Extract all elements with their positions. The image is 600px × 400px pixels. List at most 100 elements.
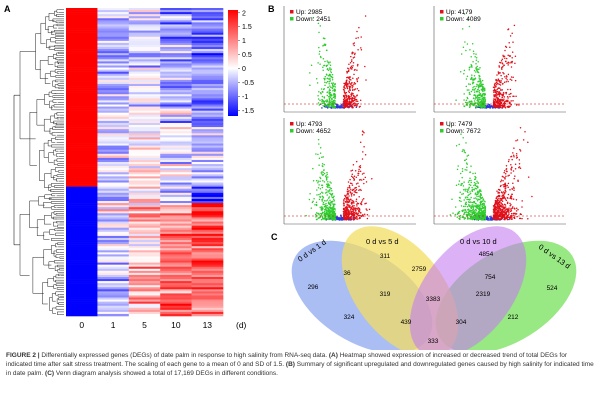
heatmap-cell	[66, 57, 98, 60]
volcano-point-up	[344, 208, 346, 210]
volcano-point-ns	[485, 218, 488, 220]
heatmap-cell	[128, 30, 161, 33]
heatmap-cell	[66, 69, 98, 72]
volcano-point-up	[495, 100, 497, 102]
volcano-point-up	[354, 216, 357, 219]
heatmap-cell	[191, 102, 224, 105]
volcano-point-up	[347, 95, 350, 97]
volcano-point-down	[321, 170, 323, 173]
colorbar-ticks: 21.510.50-0.5-1-1.5	[238, 10, 254, 115]
heatmap-cell	[97, 182, 130, 185]
volcano-point-down	[461, 28, 464, 30]
volcano-point-down	[479, 205, 481, 208]
volcano-point-down	[316, 189, 318, 191]
heatmap-cell	[66, 26, 98, 29]
heatmap-cell	[66, 44, 98, 48]
volcano-point-down	[472, 188, 474, 191]
volcano-point-up	[504, 217, 506, 220]
volcano-point-up	[495, 90, 497, 92]
heatmap-cell	[191, 131, 224, 134]
volcano-point-up	[352, 218, 355, 221]
volcano-point-up	[516, 215, 518, 218]
volcano-point-up	[515, 139, 517, 142]
heatmap-cell	[66, 14, 98, 17]
heatmap-cell	[160, 44, 192, 48]
heatmap-cell	[97, 34, 130, 38]
volcano-point-down	[466, 188, 468, 191]
volcano-point-up	[504, 60, 507, 63]
volcano-point-down	[467, 154, 470, 157]
heatmap-cell	[128, 116, 161, 120]
volcano-point-down	[477, 86, 480, 89]
heatmap-cell	[160, 297, 192, 300]
volcano-point-up	[507, 88, 509, 91]
volcano-point-down	[474, 78, 476, 80]
heatmap-cell	[191, 166, 224, 169]
heatmap-cell	[160, 131, 192, 134]
heatmap-cell	[66, 116, 98, 120]
volcano-point-up	[511, 51, 514, 53]
volcano-point-up	[513, 177, 515, 180]
heatmap-cell	[160, 219, 192, 222]
heatmap-cell	[97, 139, 130, 142]
volcano-point-up	[521, 200, 523, 202]
volcano-point-down	[468, 102, 470, 104]
volcano-point-down	[318, 216, 321, 219]
volcano-point-up	[346, 190, 349, 192]
heatmap-cell	[97, 256, 130, 259]
heatmap-cell	[97, 240, 130, 243]
volcano-point-down	[478, 94, 481, 96]
heatmap-cell	[97, 176, 130, 179]
volcano-point-up	[351, 59, 353, 61]
volcano-point-down	[468, 25, 471, 28]
volcano-point-up	[518, 166, 520, 169]
heatmap-cell	[191, 122, 224, 126]
volcano-point-up	[347, 192, 349, 195]
volcano-point-down	[466, 205, 469, 208]
heatmap-cell	[191, 26, 224, 29]
volcano-point-up	[506, 170, 508, 173]
volcano-point-down	[477, 99, 480, 101]
volcano-point-down	[465, 162, 468, 164]
heatmap-cell	[160, 120, 192, 124]
heatmap-cell	[66, 180, 98, 183]
heatmap-x-tick: 5	[142, 320, 147, 330]
volcano-point-down	[328, 186, 330, 189]
heatmap-cell	[191, 174, 224, 177]
volcano-point-up	[351, 182, 353, 185]
volcano-point-up	[503, 55, 506, 58]
volcano-point-down	[470, 55, 472, 58]
volcano-point-up	[509, 55, 511, 58]
heatmap-cell	[160, 139, 192, 142]
volcano-point-down	[481, 85, 484, 88]
volcano-point-down	[320, 172, 322, 174]
volcano-point-up	[496, 210, 499, 212]
heatmap-cell	[191, 90, 224, 93]
heatmap-cell	[160, 196, 192, 200]
heatmap-cell	[97, 166, 130, 169]
volcano-point-down	[482, 98, 485, 100]
volcano-point-down	[325, 177, 328, 180]
volcano-point-down	[470, 206, 473, 208]
volcano-point-up	[522, 139, 525, 141]
heatmap-cell	[191, 145, 224, 148]
colorbar-tick-label: 0.5	[242, 52, 252, 59]
volcano-point-down	[334, 83, 337, 85]
heatmap-cell	[66, 309, 98, 313]
heatmap-cell	[66, 293, 98, 296]
heatmap-cell	[191, 159, 224, 163]
heatmap-cell	[66, 67, 98, 70]
volcano-point-up	[518, 163, 521, 165]
heatmap-cell	[97, 51, 130, 54]
volcano-point-down	[323, 211, 325, 214]
volcano-point-ns	[488, 103, 491, 106]
volcano-point-up	[505, 77, 507, 79]
volcano-point-up	[354, 52, 356, 54]
volcano-point-up	[507, 97, 509, 99]
volcano-point-down	[481, 200, 483, 202]
volcano-point-up	[502, 208, 504, 210]
volcano-point-up	[352, 101, 354, 103]
volcano-point-down	[333, 210, 335, 213]
volcano-point-up	[505, 168, 507, 170]
